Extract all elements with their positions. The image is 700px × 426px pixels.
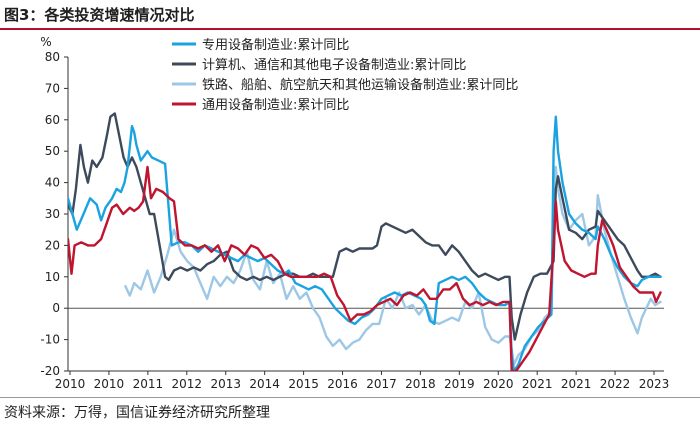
x-tick-label: 2010 [94, 377, 125, 391]
x-tick-label: 2021 [522, 377, 553, 391]
x-tick-label: 2015 [288, 377, 319, 391]
y-tick-label: 60 [45, 113, 60, 127]
y-tick-label: 20 [45, 238, 60, 252]
x-tick-label: 2016 [327, 377, 358, 391]
y-tick-label: -20 [40, 364, 60, 378]
x-tick-label: 2017 [366, 377, 397, 391]
x-tick-label: 2010 [55, 377, 86, 391]
series-line-1 [68, 112, 662, 341]
x-tick-label: 2018 [405, 377, 436, 391]
legend-label-3: 通用设备制造业:累计同比 [202, 97, 349, 113]
series-layer [68, 112, 662, 371]
title-divider [0, 28, 700, 30]
source-note: 资料来源：万得，国信证券经济研究所整理 [4, 405, 270, 421]
y-tick-label: 0 [52, 301, 60, 315]
x-tick-label: 2011 [133, 377, 164, 391]
x-tick-label: 2021 [561, 377, 592, 391]
source-divider [0, 397, 700, 398]
x-tick-label: 2013 [210, 377, 241, 391]
y-tick-label: 80 [45, 50, 60, 64]
legend-layer: 专用设备制造业:累计同比计算机、通信和其他电子设备制造业:累计同比铁路、船舶、航… [172, 37, 518, 113]
y-unit-label: % [40, 35, 51, 49]
series-line-0 [68, 115, 662, 371]
axis-layer: -20 -10 0 10 20 30 40 50 60 70 80% 2010 2010 2011 2012… [40, 35, 669, 391]
chart-title: 图3：各类投资增速情况对比 [4, 6, 195, 24]
x-tick-label: 2020 [483, 377, 514, 391]
series-line-2 [124, 165, 662, 366]
y-tick-label: 10 [45, 270, 60, 284]
x-tick-label: 2019 [444, 377, 475, 391]
y-tick-label: -10 [40, 333, 60, 347]
y-tick-label: 40 [45, 176, 60, 190]
x-tick-label: 2014 [249, 377, 280, 391]
legend-label-2: 铁路、船舶、航空航天和其他运输设备制造业:累计同比 [202, 77, 518, 93]
x-tick-label: 2023 [639, 377, 670, 391]
x-tick-label: 2012 [172, 377, 203, 391]
legend-label-1: 计算机、通信和其他电子设备制造业:累计同比 [202, 57, 466, 73]
y-tick-label: 70 [45, 81, 60, 95]
x-tick-label: 2022 [600, 377, 631, 391]
y-tick-label: 50 [45, 144, 60, 158]
legend-label-0: 专用设备制造业:累计同比 [202, 37, 349, 53]
y-tick-label: 30 [45, 207, 60, 221]
series-line-3 [68, 165, 662, 371]
